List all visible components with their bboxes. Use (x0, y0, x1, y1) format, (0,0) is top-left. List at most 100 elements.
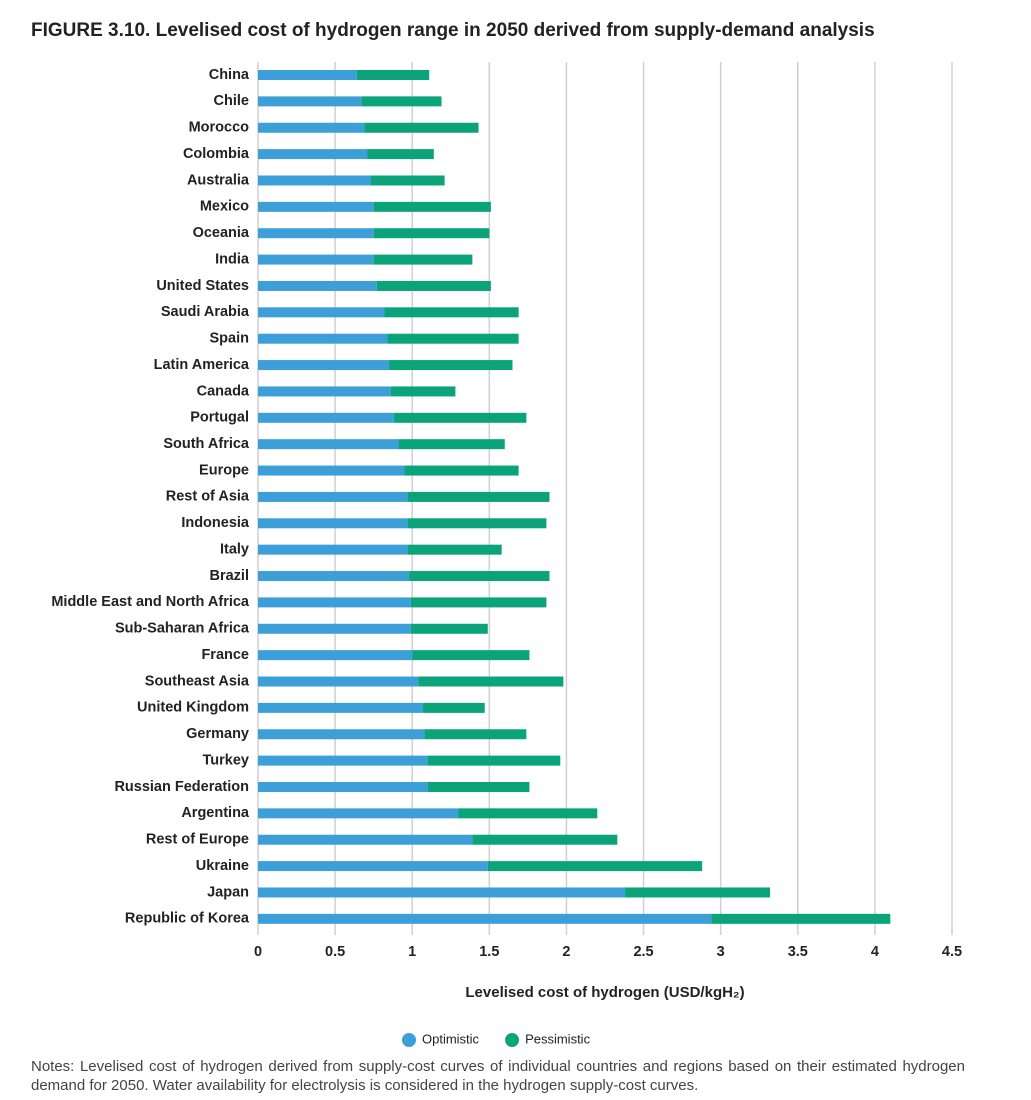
bar-optimistic (258, 280, 377, 291)
notes: Notes: Levelised cost of hydrogen derive… (31, 1058, 965, 1094)
bar-optimistic (258, 307, 385, 318)
y-tick-label: Middle East and North Africa (51, 594, 250, 610)
y-tick-label: Southeast Asia (145, 673, 250, 689)
chart: FIGURE 3.10. Levelised cost of hydrogen … (31, 20, 962, 1047)
y-tick-label: Colombia (183, 146, 250, 162)
bar-optimistic (258, 597, 411, 608)
bar-optimistic (258, 122, 365, 133)
bar-pessimistic (427, 755, 561, 766)
y-tick-label: Portugal (190, 410, 249, 426)
bar-optimistic (258, 149, 368, 160)
y-tick-label: United Kingdom (137, 700, 249, 716)
y-tick-label: Russian Federation (114, 779, 249, 795)
bar-optimistic (258, 729, 425, 740)
x-tick-label: 2 (562, 944, 570, 960)
y-tick-label: Brazil (210, 568, 250, 584)
bar-pessimistic (407, 518, 547, 529)
y-tick-label: Ukraine (196, 858, 249, 874)
y-tick-label: Indonesia (181, 515, 250, 531)
x-tick-label: 3 (717, 944, 725, 960)
bar-optimistic (258, 70, 357, 80)
y-tick-label: Chile (214, 93, 249, 109)
x-tick-label: 4 (871, 944, 879, 960)
bar-pessimistic (376, 280, 491, 291)
bar-pessimistic (373, 228, 490, 239)
bar-optimistic (258, 254, 374, 265)
bar-pessimistic (410, 597, 547, 608)
x-tick-label: 0 (254, 944, 262, 960)
y-tick-label: Oceania (193, 225, 250, 241)
bar-pessimistic (398, 439, 505, 450)
bar-optimistic (258, 834, 473, 845)
bar-optimistic (258, 781, 428, 792)
y-tick-label: Mexico (200, 199, 249, 215)
y-tick-label: Republic of Korea (125, 911, 250, 927)
legend-swatch (505, 1033, 520, 1047)
y-tick-label: South Africa (163, 436, 250, 452)
bar-optimistic (258, 544, 408, 555)
bar-optimistic (258, 887, 626, 898)
bar-pessimistic (427, 781, 530, 792)
bar-optimistic (258, 175, 371, 186)
bar-pessimistic (418, 676, 564, 687)
bar-pessimistic (407, 544, 502, 555)
bar-pessimistic (390, 386, 456, 397)
bar-optimistic (258, 571, 410, 582)
bar-pessimistic (367, 149, 434, 160)
y-tick-label: India (215, 251, 250, 267)
bar-optimistic (258, 702, 424, 713)
y-tick-label: Rest of Asia (166, 489, 250, 505)
legend-label: Pessimistic (525, 1031, 591, 1046)
y-tick-label: Saudi Arabia (161, 304, 250, 320)
bar-pessimistic (373, 201, 491, 212)
y-tick-label: Turkey (203, 752, 249, 768)
bar-pessimistic (370, 175, 445, 186)
y-tick-label: Spain (210, 331, 249, 347)
legend-swatch (402, 1033, 416, 1047)
x-tick-label: 1 (408, 944, 416, 960)
chart-title: FIGURE 3.10. Levelised cost of hydrogen … (31, 20, 875, 41)
x-tick-label: 0.5 (325, 944, 345, 960)
bar-pessimistic (393, 412, 527, 423)
bar-pessimistic (458, 808, 598, 819)
y-tick-label: Europe (199, 462, 249, 478)
bar-pessimistic (424, 729, 527, 740)
y-tick-label: Argentina (181, 805, 250, 821)
bar-pessimistic (364, 122, 479, 133)
bar-pessimistic (361, 96, 442, 107)
bar-optimistic (258, 201, 374, 212)
bar-optimistic (258, 861, 488, 872)
bar-pessimistic (407, 491, 550, 502)
bar-optimistic (258, 913, 712, 924)
y-tick-label: Sub-Saharan Africa (115, 621, 250, 637)
x-tick-label: 3.5 (788, 944, 808, 960)
bar-pessimistic (404, 465, 519, 476)
x-axis-title: Levelised cost of hydrogen (USD/kgH₂) (465, 984, 744, 1001)
bar-optimistic (258, 333, 388, 344)
y-tick-label: France (201, 647, 249, 663)
bar-optimistic (258, 465, 405, 476)
bar-pessimistic (409, 571, 550, 582)
bar-pessimistic (412, 650, 530, 661)
bar-pessimistic (356, 70, 430, 80)
bar-optimistic (258, 676, 419, 687)
y-tick-label: Rest of Europe (146, 832, 249, 848)
bar-pessimistic (711, 913, 891, 924)
bar-pessimistic (373, 254, 473, 265)
bar-optimistic (258, 386, 391, 397)
bar-pessimistic (487, 861, 703, 872)
x-tick-label: 4.5 (942, 944, 962, 960)
y-tick-label: Latin America (154, 357, 250, 373)
y-tick-label: Australia (187, 172, 250, 188)
y-tick-label: Italy (220, 541, 249, 557)
bar-pessimistic (387, 333, 519, 344)
y-tick-label: Morocco (189, 120, 250, 136)
bar-optimistic (258, 518, 408, 529)
y-tick-label: United States (156, 278, 249, 294)
bar-optimistic (258, 623, 411, 634)
y-tick-label: Canada (197, 383, 250, 399)
y-tick-label: Germany (186, 726, 249, 742)
bar-optimistic (258, 228, 374, 239)
bar-optimistic (258, 491, 408, 502)
